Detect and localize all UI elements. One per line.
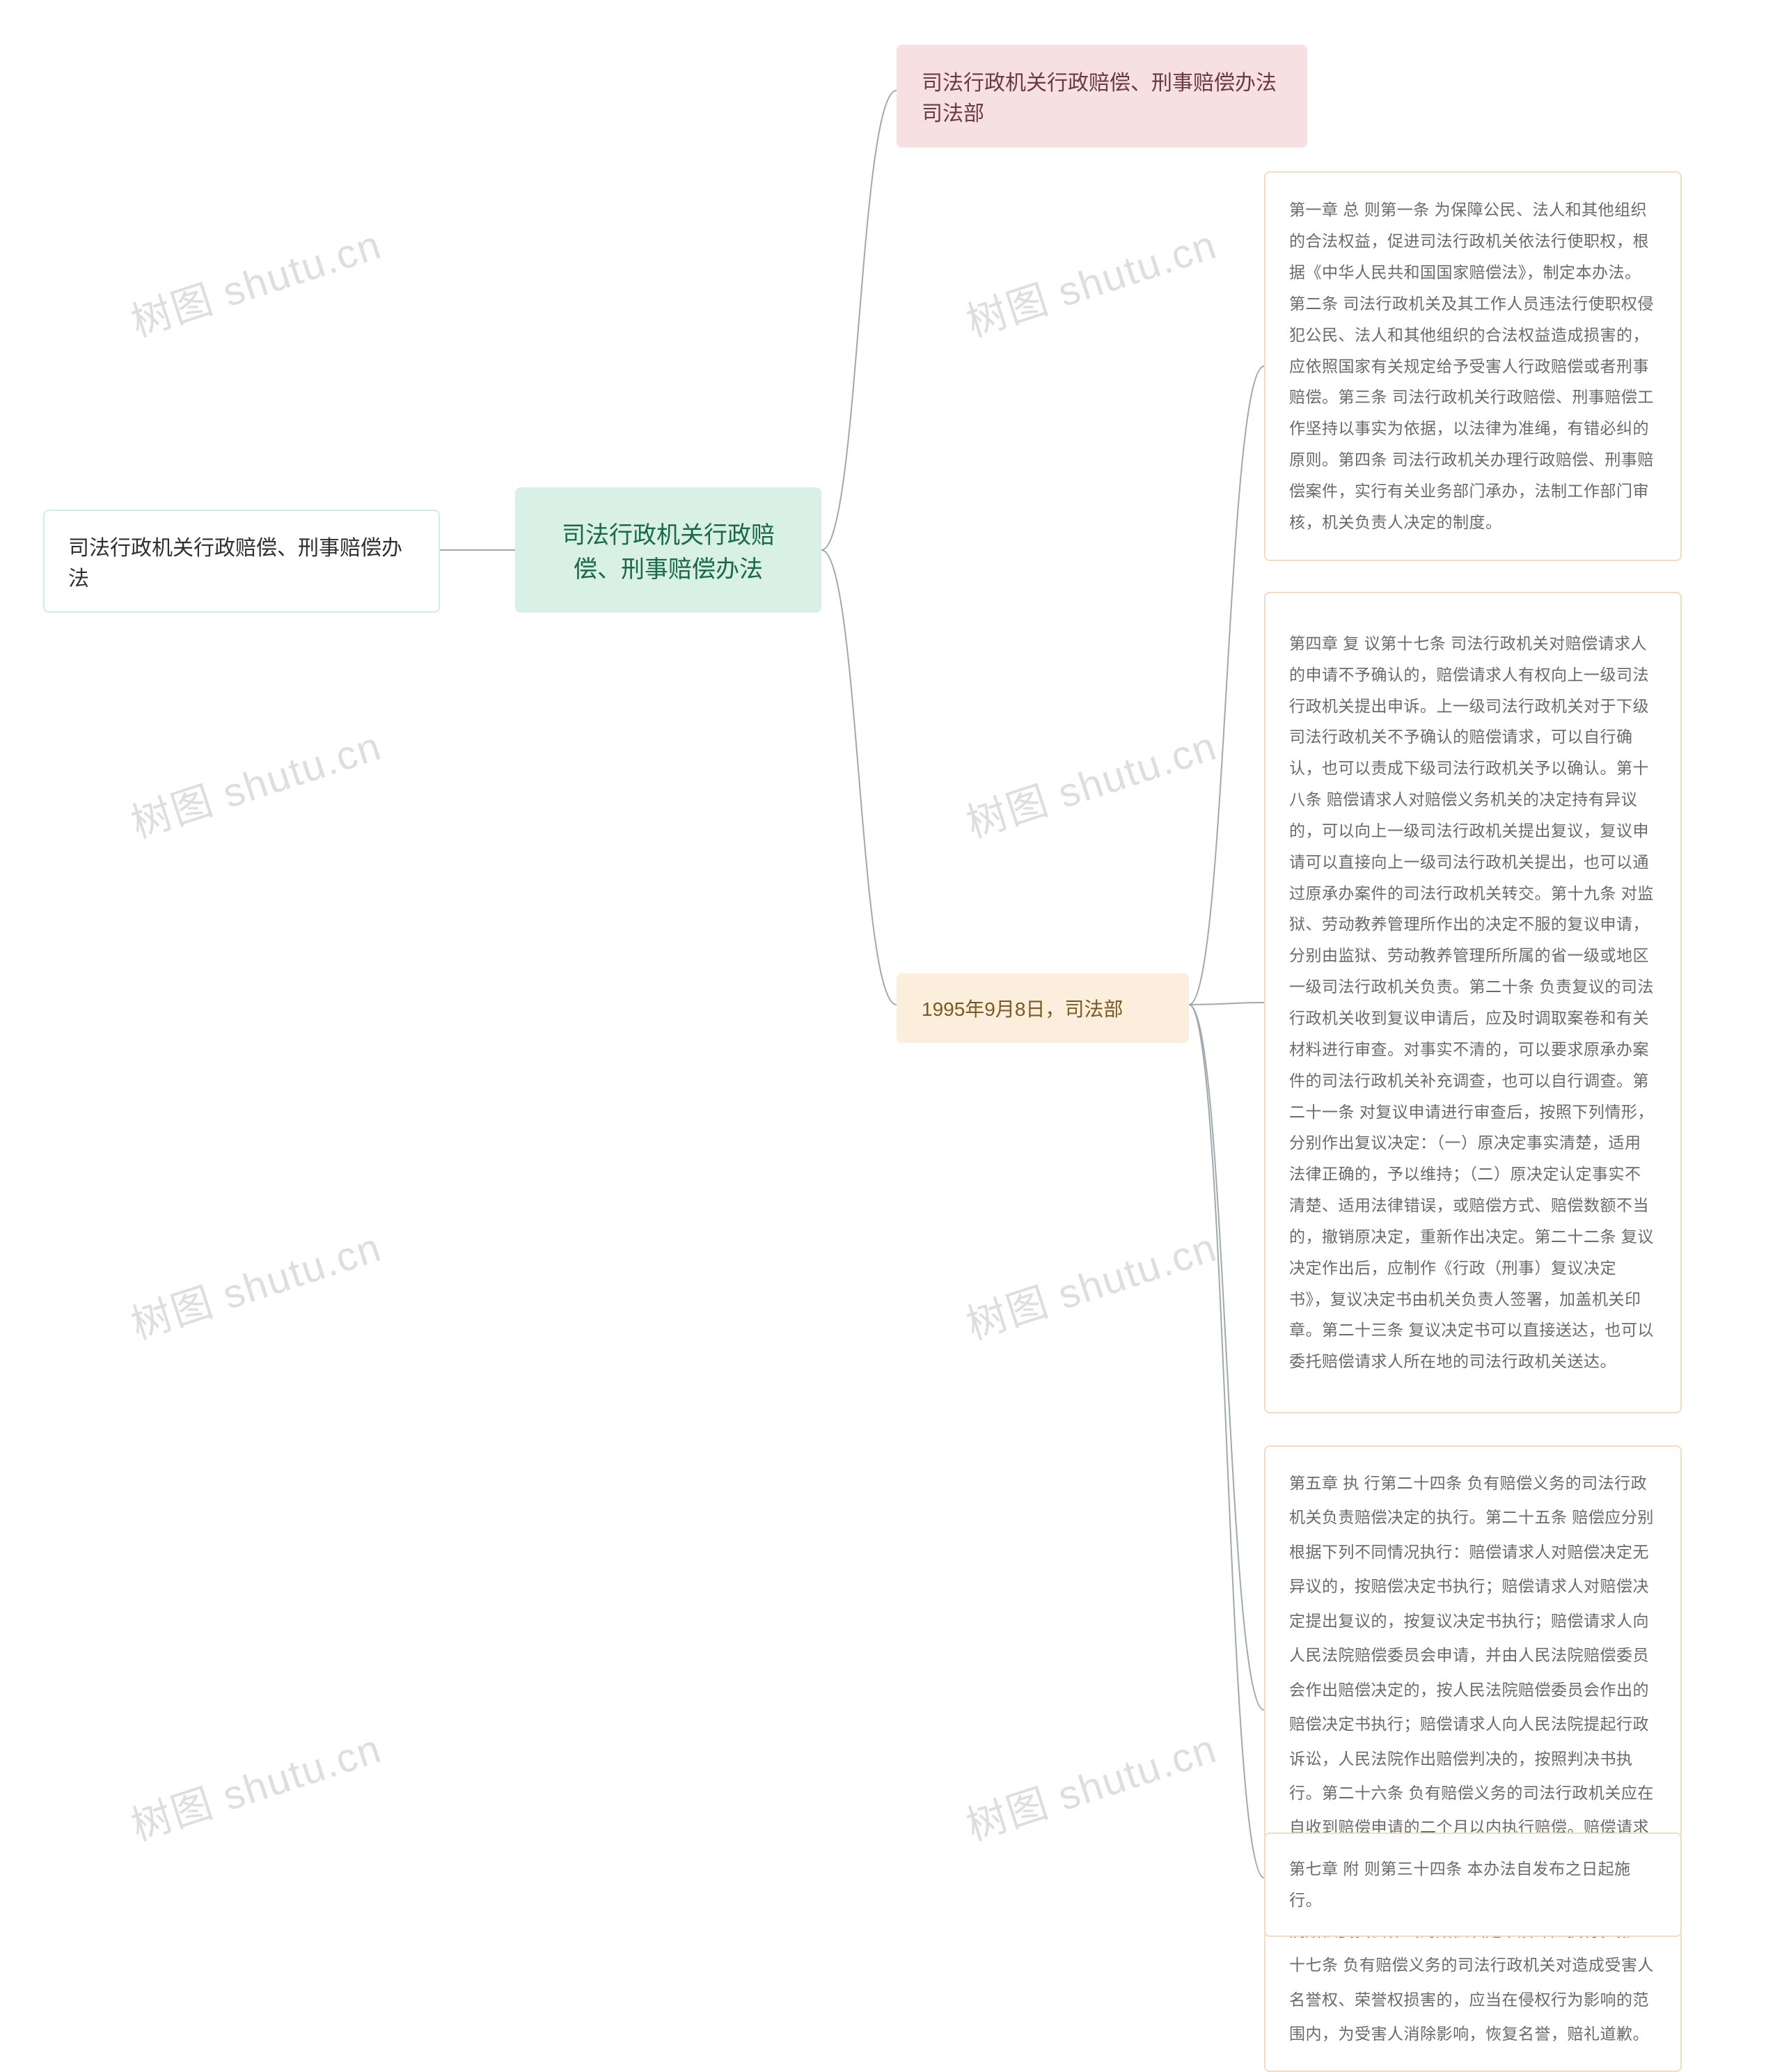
node-label: 1995年9月8日，司法部 bbox=[922, 994, 1123, 1022]
node-root[interactable]: 司法行政机关行政赔偿、刑事赔偿办法 bbox=[515, 487, 821, 613]
node-chapter-1[interactable]: 第一章 总 则第一条 为保障公民、法人和其他组织的合法权益，促进司法行政机关依法… bbox=[1264, 171, 1682, 561]
node-label: 司法行政机关行政赔偿、刑事赔偿办法司法部 bbox=[922, 65, 1282, 127]
node-label: 司法行政机关行政赔偿、刑事赔偿办法 bbox=[540, 516, 796, 584]
node-chapter-7[interactable]: 第七章 附 则第三十四条 本办法自发布之日起施行。 bbox=[1264, 1832, 1682, 1937]
node-chapter-5[interactable]: 第五章 执 行第二十四条 负有赔偿义务的司法行政机关负责赔偿决定的执行。第二十五… bbox=[1264, 1445, 1682, 2072]
node-label: 第四章 复 议第十七条 司法行政机关对赔偿请求人的申请不予确认的，赔偿请求人有权… bbox=[1289, 628, 1657, 1377]
node-department[interactable]: 司法行政机关行政赔偿、刑事赔偿办法司法部 bbox=[897, 45, 1307, 148]
node-label: 司法行政机关行政赔偿、刑事赔偿办法 bbox=[68, 531, 415, 592]
node-label: 第五章 执 行第二十四条 负有赔偿义务的司法行政机关负责赔偿决定的执行。第二十五… bbox=[1289, 1466, 1657, 2051]
node-label: 第一章 总 则第一条 为保障公民、法人和其他组织的合法权益，促进司法行政机关依法… bbox=[1289, 194, 1657, 537]
node-left-leaf[interactable]: 司法行政机关行政赔偿、刑事赔偿办法 bbox=[43, 510, 440, 613]
mindmap-canvas: 司法行政机关行政赔偿、刑事赔偿办法 司法行政机关行政赔偿、刑事赔偿办法 司法行政… bbox=[0, 0, 1782, 1975]
node-label: 第七章 附 则第三十四条 本办法自发布之日起施行。 bbox=[1289, 1853, 1657, 1916]
node-chapter-4[interactable]: 第四章 复 议第十七条 司法行政机关对赔偿请求人的申请不予确认的，赔偿请求人有权… bbox=[1264, 592, 1682, 1413]
node-date[interactable]: 1995年9月8日，司法部 bbox=[897, 973, 1189, 1043]
